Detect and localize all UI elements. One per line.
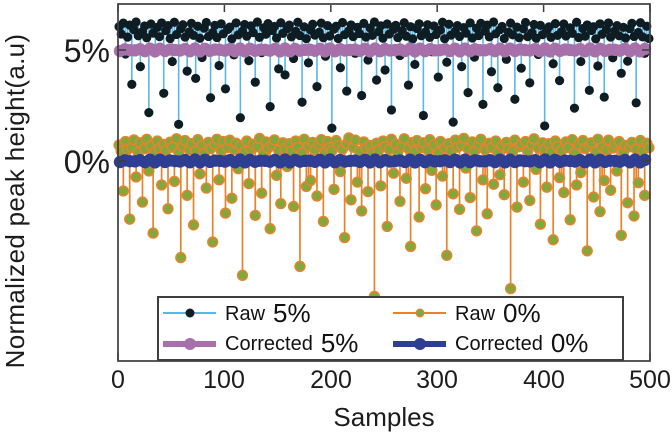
x-tick-label-400: 400 xyxy=(523,366,565,394)
legend-line-corrected-5pct xyxy=(163,337,216,350)
corrected-0pct-marker-icon xyxy=(413,337,426,350)
x-axis-label: Samples xyxy=(333,402,435,432)
y-tick-label-5pct: 5% xyxy=(63,33,110,69)
legend-label: Corrected 0% xyxy=(455,328,589,359)
legend-entry-corrected-5pct: Corrected 5% xyxy=(159,329,392,360)
legend-entry-raw-5pct: Raw 5% xyxy=(159,298,392,329)
legend-entry-corrected-0pct: Corrected 0% xyxy=(392,329,622,360)
raw-5pct-marker-icon xyxy=(185,308,194,318)
legend-line-raw-0pct xyxy=(393,308,446,318)
corrected-5pct-marker-icon xyxy=(183,337,196,350)
legend-entry-raw-0pct: Raw 0% xyxy=(392,298,622,329)
x-tick-label-300: 300 xyxy=(416,366,458,394)
legend-line-raw-5pct xyxy=(163,308,216,318)
legend-label: Corrected 5% xyxy=(225,328,359,359)
legend-line-corrected-0pct xyxy=(393,337,446,350)
x-tick-label-0: 0 xyxy=(111,366,125,394)
y-tick-label-0pct: 0% xyxy=(63,144,110,180)
x-tick-label-500: 500 xyxy=(629,366,671,394)
y-axis-label: Normalized peak height(a.u) xyxy=(0,33,30,369)
x-tick-label-200: 200 xyxy=(310,366,352,394)
raw-0pct-marker-icon xyxy=(415,308,424,318)
legend-label: Raw 0% xyxy=(455,298,541,328)
x-tick-label-100: 100 xyxy=(203,366,245,394)
legend-label: Raw 5% xyxy=(225,298,311,328)
legend-box: Raw 5% Corrected 5% Raw 0% Corrected 0% xyxy=(157,296,624,361)
